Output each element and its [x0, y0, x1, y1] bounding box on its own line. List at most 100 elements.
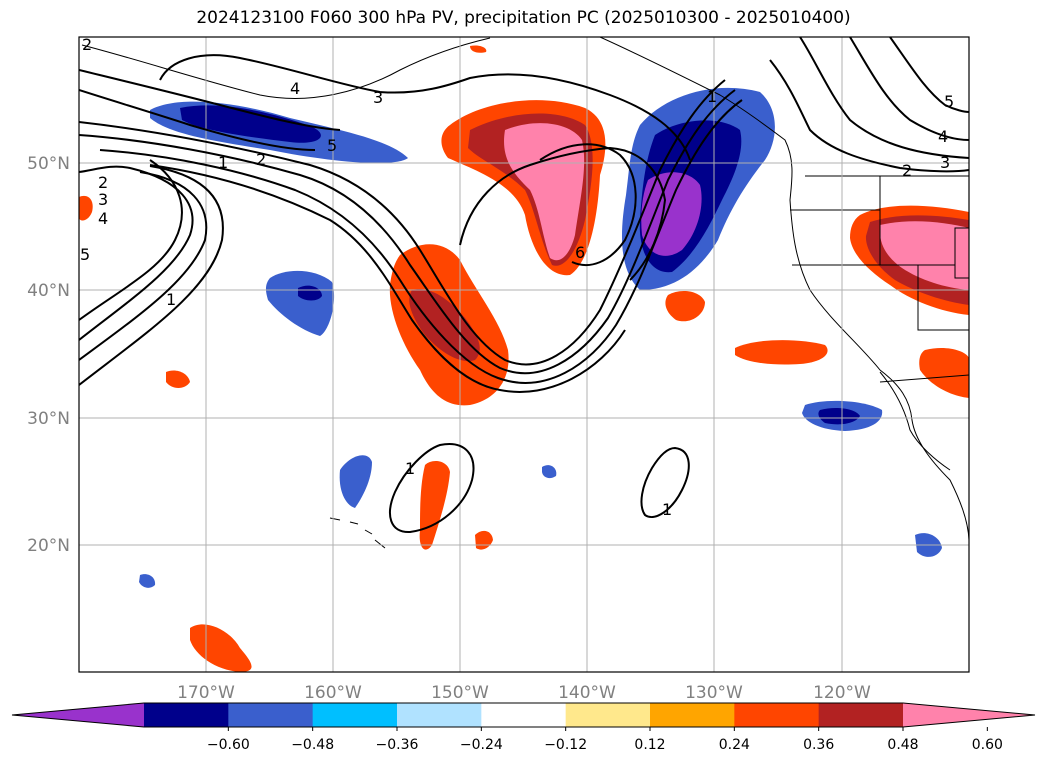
nevada-border — [917, 265, 969, 331]
pv-contour-east-2 — [799, 37, 969, 159]
political-borders — [790, 175, 969, 383]
map-frame — [78, 36, 970, 673]
contour-label: 4 — [98, 209, 108, 228]
colorbar-swatch — [734, 703, 820, 727]
colorbar-tick-label: 0.60 — [972, 737, 1003, 753]
contour-label: 1 — [218, 153, 228, 172]
contour-label: 5 — [944, 92, 954, 111]
colorbar-tick-label: 0.24 — [719, 737, 750, 753]
lat-label-50n: 50°N — [27, 154, 70, 174]
colorbar-tick-label: −0.60 — [207, 737, 250, 753]
precip-strong-negative-west — [298, 285, 322, 301]
colorbar-tick-label: 0.48 — [887, 737, 918, 753]
contour-label: 5 — [80, 245, 90, 264]
precip-negative-small-2 — [139, 574, 156, 588]
latitude-labels: 50°N 40°N 30°N 20°N — [27, 154, 70, 556]
pv-contour-4-west — [79, 165, 224, 386]
pv-contour-trough-2 — [79, 89, 736, 374]
baja-coastline — [879, 371, 951, 471]
contour-label: 4 — [938, 127, 948, 146]
pv-contour-inner-gulf — [539, 143, 637, 266]
pv-contour-ellipse-left — [389, 443, 475, 534]
contour-label: 3 — [940, 153, 950, 172]
precip-positive-small-4 — [470, 45, 487, 53]
colorbar-tick-label: 0.12 — [634, 737, 665, 753]
contour-label: 1 — [166, 290, 176, 309]
lon-label-140w: 140°W — [558, 683, 616, 703]
lon-label-150w: 150°W — [431, 683, 489, 703]
colorbar-swatch — [818, 703, 904, 727]
contour-label: 3 — [373, 88, 383, 107]
precip-positive-california-core — [879, 221, 969, 290]
contour-label: 1 — [405, 459, 415, 478]
lat-label-40n: 40°N — [27, 281, 70, 301]
lat-label-30n: 30°N — [27, 409, 70, 429]
precip-strong-negative-south — [818, 408, 860, 425]
lat-label-20n: 20°N — [27, 536, 70, 556]
colorbar: −0.60 −0.48 −0.36 −0.24 −0.12 0.12 0.24 0.36 0.4… — [11, 702, 1036, 753]
precip-positive-gulf-core — [504, 123, 585, 261]
colorbar-swatch — [481, 703, 567, 727]
contour-label: 1 — [662, 500, 672, 519]
precip-strong-negative-north — [180, 105, 321, 143]
precip-positive-central-mid — [409, 289, 480, 362]
colorbar-swatch — [228, 703, 314, 727]
contour-label: 6 — [575, 243, 585, 262]
precip-positive-small-3 — [166, 370, 190, 388]
pv-contour-east-3 — [849, 37, 969, 141]
contour-label: 4 — [290, 79, 300, 98]
contour-label: 2 — [82, 35, 92, 54]
map-area: 2 4 3 5 1 2 2 3 4 5 1 6 1 1 5 4 3 2 1 — [79, 35, 969, 672]
colorbar-swatch — [650, 703, 735, 727]
aleutian-arc — [81, 37, 491, 99]
colorbar-tick-label: −0.48 — [291, 737, 334, 753]
colorbar-extend-max — [903, 703, 1035, 727]
pv-contour-ellipse-right — [640, 446, 690, 518]
lon-label-130w: 130°W — [685, 683, 743, 703]
colorbar-outline — [11, 702, 1036, 728]
precip-positive-offshore — [735, 340, 828, 365]
lon-label-160w: 160°W — [304, 683, 362, 703]
contour-label: 2 — [98, 173, 108, 192]
precip-negative-small-3 — [542, 465, 557, 479]
plot-title: 2024123100 F060 300 hPa PV, precipitatio… — [196, 8, 851, 28]
colorbar-swatch — [312, 703, 398, 727]
colorbar-swatch — [144, 703, 229, 727]
longitude-labels: 170°W 160°W 150°W 140°W 130°W 120°W — [177, 683, 871, 703]
pv-contour-2-west — [79, 165, 194, 341]
north-america-coastline — [599, 37, 969, 541]
pv-contour-3-west — [79, 171, 208, 361]
precip-positive-small-1 — [665, 290, 705, 322]
colorbar-tick-label: −0.12 — [544, 737, 587, 753]
pv-contour-upper-left — [79, 89, 316, 151]
contour-label: 3 — [98, 190, 108, 209]
hawaii-islands — [329, 517, 386, 549]
pv-contours — [79, 37, 969, 534]
precip-negative-west — [265, 270, 335, 336]
colorbar-tick-label: −0.36 — [376, 737, 419, 753]
colorbar-swatch — [565, 703, 651, 727]
lon-label-120w: 120°W — [813, 683, 871, 703]
precip-positive-aleutian — [190, 624, 252, 672]
pv-contour-ridge-north — [159, 54, 691, 161]
coastlines — [81, 37, 969, 549]
precip-positive-baja — [919, 347, 969, 398]
pv-contour-labels: 2 4 3 5 1 2 2 3 4 5 1 6 1 1 5 4 3 2 1 — [80, 35, 954, 519]
lon-label-170w: 170°W — [177, 683, 235, 703]
colorbar-tick-label: −0.24 — [460, 737, 503, 753]
colorbar-swatch — [397, 703, 482, 727]
pv-contour-trough-4 — [149, 164, 626, 393]
colorbar-tick-label: 0.36 — [803, 737, 834, 753]
contour-label: 2 — [902, 161, 912, 180]
precip-positive-west-edge — [79, 195, 93, 221]
pv-contour-main-trough — [79, 79, 726, 366]
contour-label: 2 — [256, 150, 266, 169]
us-mexico-border — [879, 374, 969, 383]
pv-contour-east-1 — [769, 59, 969, 173]
contour-label: 1 — [707, 87, 717, 106]
contour-label: 5 — [327, 136, 337, 155]
pv-contour-trough-3 — [99, 99, 743, 384]
precip-negative-hawaii-north — [339, 455, 372, 508]
colorbar-extend-min — [12, 703, 144, 727]
